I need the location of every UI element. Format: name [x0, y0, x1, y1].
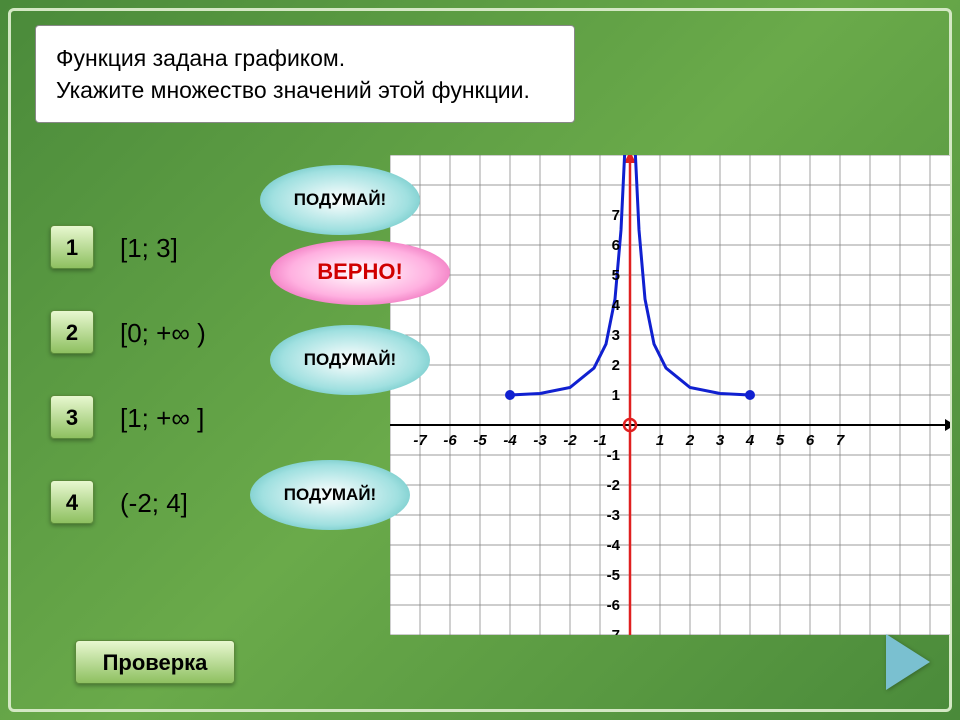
svg-text:6: 6 [806, 432, 815, 449]
question-line1: Функция задана графиком. [56, 42, 554, 74]
svg-text:1: 1 [612, 387, 620, 404]
svg-text:4: 4 [745, 432, 755, 449]
svg-text:-7: -7 [413, 432, 427, 449]
option-text-1: [1; 3] [120, 233, 178, 264]
chart-svg: -7 -6 -5 -4 -3 -2 -1 1 2 3 4 5 6 7 7 6 5 4 3 2 1 -1 -2 -3 -4 -5 -6… [390, 155, 950, 635]
chart-area: -7 -6 -5 -4 -3 -2 -1 1 2 3 4 5 6 7 7 6 5 4 3 2 1 -1 -2 -3 -4 -5 -6… [390, 155, 950, 635]
bubble-think-1: ПОДУМАЙ! [260, 165, 420, 235]
svg-text:-7: -7 [607, 627, 620, 635]
svg-text:-1: -1 [593, 432, 606, 449]
check-button[interactable]: Проверка [75, 640, 235, 684]
svg-text:7: 7 [612, 207, 620, 224]
svg-text:-3: -3 [533, 432, 547, 449]
svg-text:7: 7 [836, 432, 845, 449]
option-button-4[interactable]: 4 [50, 480, 94, 524]
svg-text:1: 1 [656, 432, 664, 449]
svg-text:-5: -5 [473, 432, 487, 449]
svg-text:-5: -5 [607, 567, 620, 584]
svg-text:-6: -6 [607, 597, 620, 614]
svg-text:2: 2 [685, 432, 695, 449]
svg-text:-2: -2 [563, 432, 577, 449]
bubble-correct-text: ВЕРНО! [317, 260, 403, 284]
option-button-3[interactable]: 3 [50, 395, 94, 439]
svg-text:-1: -1 [607, 447, 620, 464]
bubble-think-4-text: ПОДУМАЙ! [284, 486, 376, 505]
bubble-think-3-text: ПОДУМАЙ! [304, 351, 396, 370]
svg-text:2: 2 [612, 357, 620, 374]
svg-text:-3: -3 [607, 507, 620, 524]
bubble-think-3: ПОДУМАЙ! [270, 325, 430, 395]
bubble-think-1-text: ПОДУМАЙ! [294, 191, 386, 210]
option-button-2[interactable]: 2 [50, 310, 94, 354]
svg-text:3: 3 [612, 327, 620, 344]
question-line2: Укажите множество значений этой функции. [56, 74, 554, 106]
svg-text:-6: -6 [443, 432, 457, 449]
svg-text:4: 4 [612, 297, 621, 314]
next-arrow-icon[interactable] [886, 634, 930, 690]
bubble-think-4: ПОДУМАЙ! [250, 460, 410, 530]
svg-text:3: 3 [716, 432, 725, 449]
svg-text:-4: -4 [607, 537, 621, 554]
svg-text:6: 6 [612, 237, 620, 254]
bubble-correct: ВЕРНО! [270, 240, 450, 305]
svg-text:-2: -2 [607, 477, 620, 494]
option-text-3: [1; +∞ ] [120, 403, 204, 434]
option-text-2: [0; +∞ ) [120, 318, 206, 349]
option-text-4: (-2; 4] [120, 488, 188, 519]
svg-text:5: 5 [776, 432, 785, 449]
svg-text:5: 5 [612, 267, 620, 284]
svg-text:-4: -4 [503, 432, 517, 449]
option-button-1[interactable]: 1 [50, 225, 94, 269]
question-card: Функция задана графиком. Укажите множест… [35, 25, 575, 123]
